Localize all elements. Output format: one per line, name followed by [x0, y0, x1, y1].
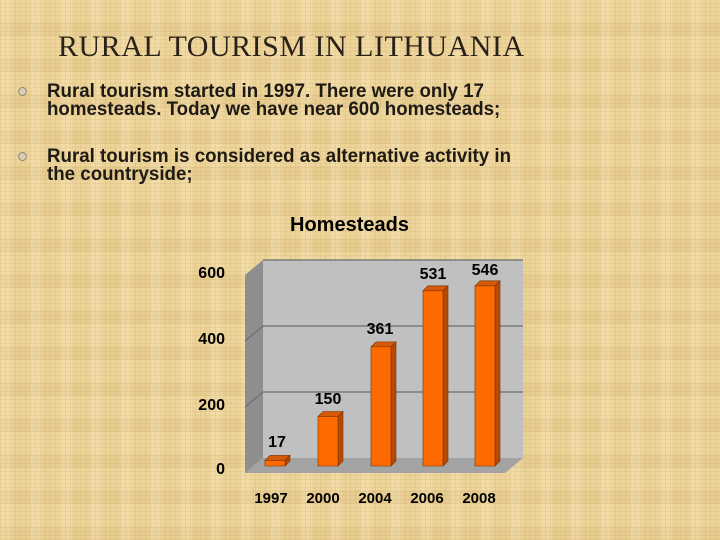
bullet-item-1: Rural tourism started in 1997. There wer… [18, 80, 501, 120]
bullet-1-line-2: homesteads. Today we have near 600 homes… [47, 98, 501, 120]
data-label-1997: 17 [268, 434, 286, 451]
data-label-2006: 531 [419, 266, 447, 283]
x-tick-2004: 2004 [358, 490, 392, 507]
bullet-item-2: Rural tourism is considered as alternati… [18, 145, 512, 185]
data-label-2008: 546 [471, 262, 499, 279]
y-tick-200: 200 [198, 397, 225, 414]
bar-2000 [317, 410, 344, 467]
y-tick-600: 600 [198, 265, 225, 282]
x-tick-2006: 2006 [410, 490, 444, 507]
bar-1997 [264, 454, 291, 467]
bar-2006 [422, 285, 449, 467]
bar-2004 [370, 341, 397, 467]
y-tick-0: 0 [216, 461, 225, 478]
chart-title: Homesteads [290, 214, 409, 236]
x-tick-2008: 2008 [462, 490, 496, 507]
x-tick-1997: 1997 [254, 490, 288, 507]
bullet-2-line-2: the countryside; [47, 163, 193, 185]
slide-title: RURAL TOURISM IN LITHUANIA [58, 30, 525, 63]
bullet-circle-icon [18, 87, 27, 96]
y-tick-400: 400 [198, 331, 225, 348]
bullet-circle-icon [18, 152, 27, 161]
bullet-2-line-1: Rural tourism is considered as alternati… [47, 145, 512, 167]
x-tick-2000: 2000 [306, 490, 340, 507]
data-label-2004: 361 [366, 321, 394, 338]
data-label-2000: 150 [314, 391, 342, 408]
bar-2008 [474, 280, 501, 467]
bullet-1-line-1: Rural tourism started in 1997. There wer… [47, 80, 484, 102]
